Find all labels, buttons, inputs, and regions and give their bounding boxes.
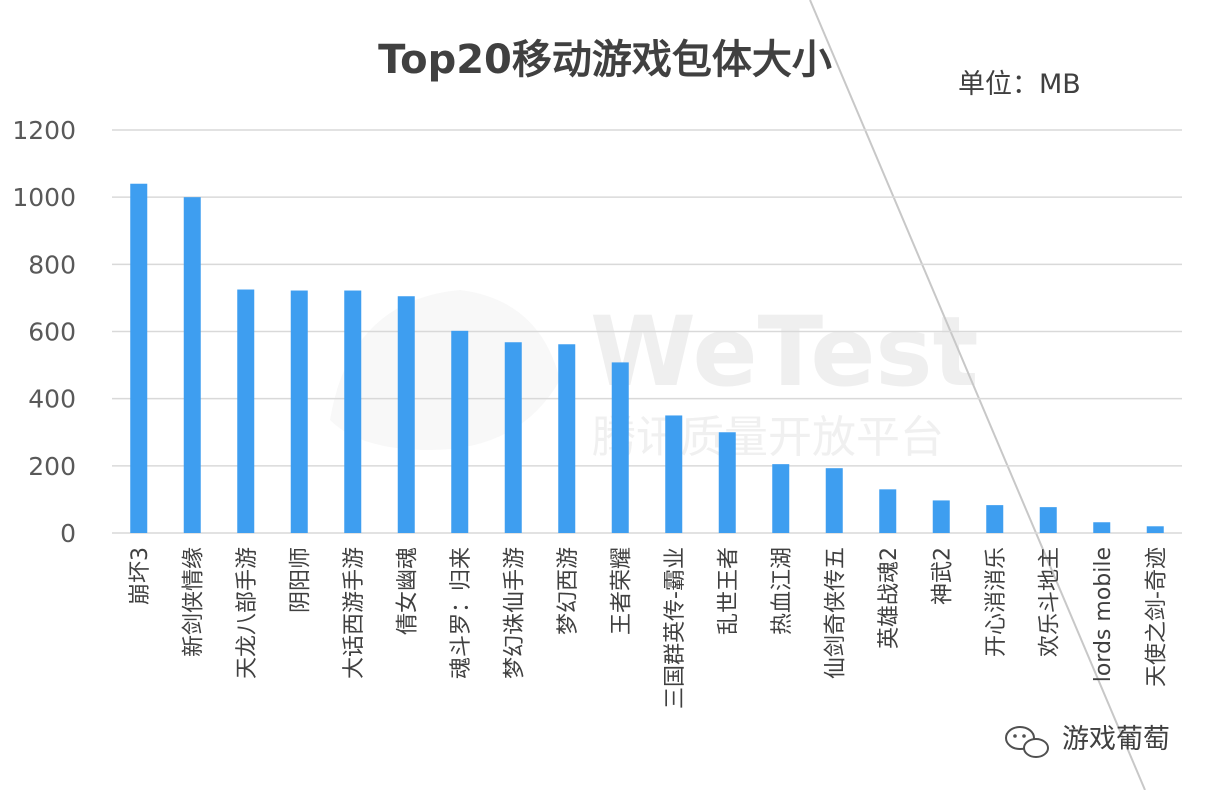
x-category-label: 阴阳师 (288, 547, 313, 613)
bar (183, 197, 201, 533)
unit-label: 单位：MB (958, 69, 1081, 100)
bar (237, 289, 255, 533)
y-tick-label: 200 (28, 452, 76, 481)
bar (665, 415, 683, 533)
bar (1146, 526, 1164, 533)
diagonal-divider (809, 0, 1146, 790)
x-category-label: 天龙八部手游 (235, 547, 260, 679)
bar (879, 489, 897, 533)
y-tick-label: 800 (28, 250, 76, 279)
bar (1039, 507, 1057, 533)
bar (986, 505, 1004, 533)
bar (504, 342, 522, 533)
bars (130, 183, 1164, 533)
watermark: WeTest 腾讯质量开放平台 (330, 290, 978, 463)
x-category-label: 魂斗罗：归来 (449, 547, 474, 679)
wechat-badge: 游戏葡萄 (1005, 724, 1170, 758)
y-tick-label: 1200 (12, 116, 76, 145)
x-category-label: 仙剑奇侠传五 (823, 547, 848, 679)
bar (130, 183, 148, 533)
bar (344, 290, 362, 533)
bar (1093, 522, 1111, 533)
x-axis-categories: 崩坏3 新剑侠情缘 天龙八部手游 阴阳师 大话西游手游 倩女幽魂 魂斗罗：归来 梦幻诛仙手游 梦… (128, 547, 1170, 709)
x-category-label: 梦幻诛仙手游 (502, 547, 527, 679)
x-category-label: 英雄战魂2 (877, 547, 902, 649)
x-category-label: 天使之剑-奇迹 (1144, 547, 1169, 687)
bar (825, 468, 843, 533)
y-tick-label: 0 (60, 519, 76, 548)
badge-text: 游戏葡萄 (1062, 724, 1170, 755)
x-category-label: lords mobile (1091, 547, 1116, 682)
x-category-label: 乱世王者 (716, 547, 741, 635)
bar (290, 290, 308, 533)
x-category-label: 大话西游手游 (342, 547, 367, 679)
y-tick-label: 400 (28, 385, 76, 414)
watermark-text: WeTest (590, 296, 978, 408)
bar (558, 344, 576, 533)
bar (772, 464, 790, 533)
y-tick-label: 600 (28, 318, 76, 347)
x-category-label: 王者荣耀 (609, 547, 634, 635)
x-category-label: 神武2 (930, 547, 955, 605)
x-category-label: 三国群英传-霸业 (663, 547, 688, 709)
x-category-label: 新剑侠情缘 (181, 547, 206, 657)
watermark-logo-icon (330, 290, 560, 450)
y-axis-ticks: 0 200 400 600 800 1000 1200 (12, 116, 76, 548)
x-category-label: 热血江湖 (770, 547, 795, 635)
x-category-label: 梦幻西游 (556, 547, 581, 635)
bar (932, 500, 950, 533)
grid-lines (112, 129, 1182, 534)
x-category-label: 开心消消乐 (984, 547, 1009, 657)
bar (611, 362, 629, 533)
watermark-subtext: 腾讯质量开放平台 (592, 412, 944, 463)
bar (397, 296, 415, 533)
bar (718, 432, 736, 533)
y-tick-label: 1000 (12, 183, 76, 212)
x-category-label: 倩女幽魂 (395, 547, 420, 635)
x-category-label: 崩坏3 (128, 547, 153, 605)
wechat-icon (1005, 726, 1049, 758)
x-category-label: 欢乐斗地主 (1037, 547, 1062, 657)
bar (451, 330, 469, 533)
chart-title: Top20移动游戏包体大小 (378, 37, 832, 83)
